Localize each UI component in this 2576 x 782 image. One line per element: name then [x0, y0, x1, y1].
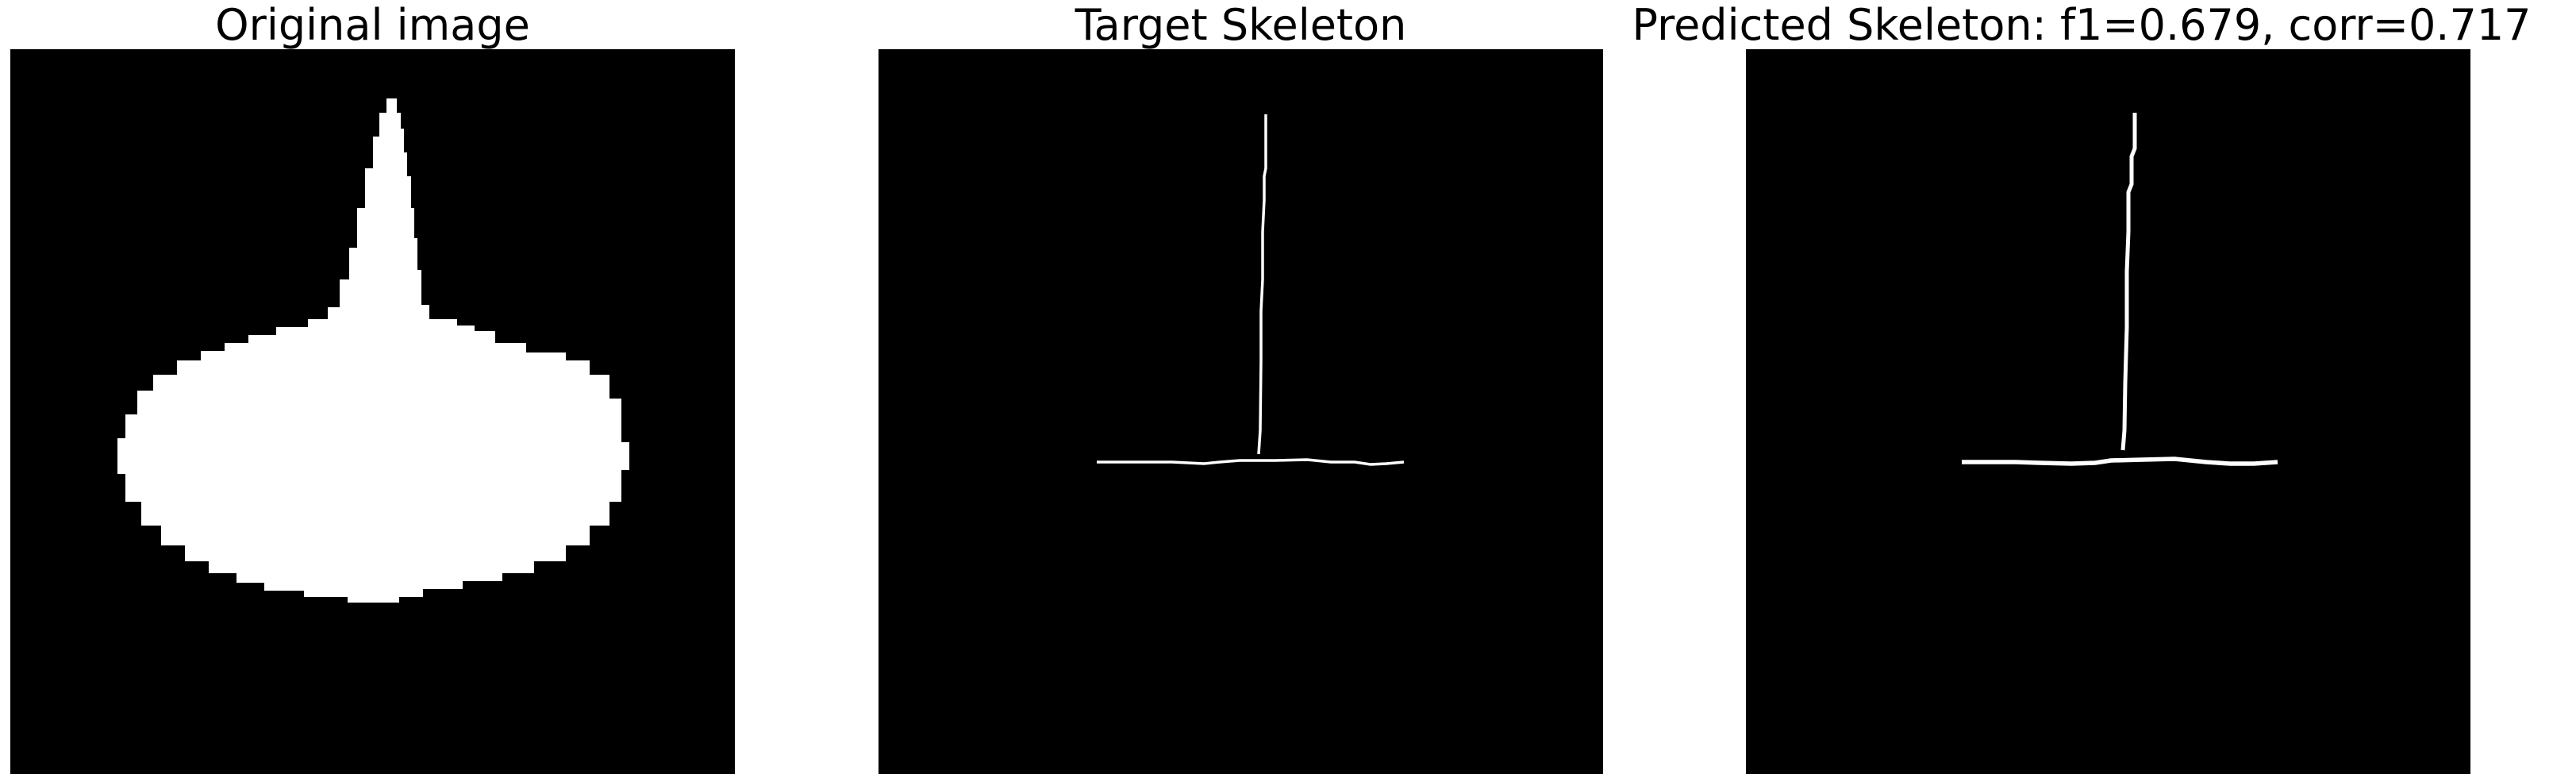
predicted-skeleton-panel [1746, 49, 2470, 774]
target-skeleton-horizontal-branch [1097, 458, 1405, 466]
predicted-skeleton-title: Predicted Skeleton: f1=0.679, corr=0.717 [1632, 0, 2532, 50]
target-skeleton-title: Target Skeleton [1075, 0, 1407, 50]
target-skeleton-panel [879, 49, 1603, 774]
target-skeleton-canvas [879, 49, 1603, 774]
predicted-skeleton-background [1746, 49, 2470, 774]
target-skeleton-background [879, 49, 1603, 774]
original-image-canvas [10, 49, 735, 774]
original-image-title: Original image [215, 0, 530, 50]
target-skeleton-vertical-branch [1257, 114, 1267, 455]
original-image-panel [10, 49, 735, 774]
predicted-skeleton-horizontal-branch [1962, 456, 2278, 466]
predicted-skeleton-vertical-branch [2120, 113, 2137, 451]
original-shape [117, 98, 629, 603]
predicted-skeleton-canvas [1746, 49, 2470, 774]
